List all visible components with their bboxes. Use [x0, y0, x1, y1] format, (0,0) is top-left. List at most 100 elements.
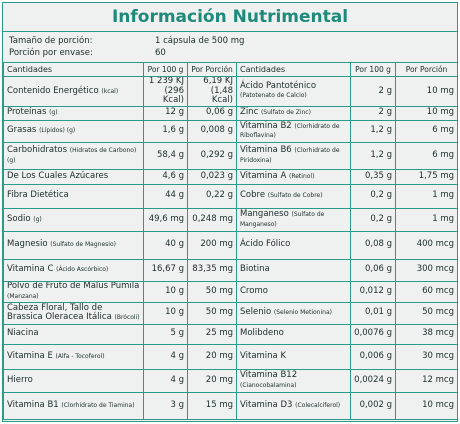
- serving-info: Tamaño de porción: 1 cápsula de 500 mg Por…: [3, 32, 457, 62]
- serving-row: Porción por envase: 60: [9, 47, 457, 59]
- nutrient-note: (Patotenato de Calcio): [240, 92, 307, 100]
- nutrient-name: Fibra Dietética: [7, 190, 69, 201]
- serving-row: Tamaño de porción: 1 cápsula de 500 mg: [9, 35, 457, 47]
- nutrient-note: (Clorhidrato de Riboflavina): [240, 122, 340, 140]
- nutrient-name: Polvo de Fruto de Malus Pumila: [7, 281, 140, 291]
- per-serving: 200 mg: [187, 230, 237, 260]
- per-100g: 58,4 g: [143, 141, 188, 170]
- per-100g: 0,06 g: [350, 258, 396, 282]
- per-serving: 50 mcg: [395, 301, 458, 325]
- serving-label: Porción por envase:: [9, 48, 93, 58]
- nutrient-cell: Magnesio (Sulfato de Magnesio): [3, 230, 144, 260]
- column-header: Por Porción: [395, 62, 458, 77]
- nutrient-name: Ácido Pantoténico: [240, 80, 317, 91]
- serving-value: 60: [155, 48, 166, 58]
- nutrient-cell: Ácido Fólico: [236, 230, 351, 260]
- per-100g: 0,002 g: [350, 391, 396, 420]
- column-header: Por Porción: [187, 62, 237, 77]
- per-serving: 10 mg: [395, 105, 458, 121]
- per-serving: 10 mcg: [395, 391, 458, 420]
- nutrient-name: Magnesio: [7, 239, 48, 250]
- per-100g: 49,6 mg: [143, 207, 188, 232]
- per-100g: 0,2 g: [350, 207, 396, 232]
- per-100g: 10 g: [143, 280, 188, 303]
- nutrient-name: Ácido Fólico: [240, 239, 291, 250]
- header-row: Cantidades Por 100 g Por Porción Cantidades…: [3, 62, 458, 77]
- per-serving: 0,292 g: [187, 141, 237, 170]
- nutrient-name: Proteínas: [7, 107, 47, 118]
- per-serving: 60 mcg: [395, 280, 458, 303]
- per-100g: 4 g: [143, 343, 188, 370]
- table-row: Polvo de Fruto de Malus Pumila (Manzana)…: [3, 280, 458, 303]
- nutrient-name: Vitamina E: [7, 350, 53, 361]
- table-row: Carbohidratos (Hidratos de Carbono) (g) 5…: [3, 141, 458, 170]
- nutrient-note: (kcal): [101, 87, 119, 95]
- nutrient-note: (Brócoli): [114, 314, 140, 321]
- nutrient-cell: Vitamina C (Ácido Ascórbico): [3, 258, 144, 282]
- table-row: Hierro 4 g 20 mg Vitamina B12 (Cianocobalam…: [3, 368, 458, 393]
- nutrient-cell: Carbohidratos (Hidratos de Carbono) (g): [3, 141, 144, 170]
- per-100g: 0,0076 g: [350, 323, 396, 345]
- nutrient-note: (g): [49, 109, 58, 117]
- per-serving: 6,19 KJ (1,48 Kcal): [187, 76, 237, 107]
- per-100g: 1,2 g: [350, 119, 396, 143]
- nutrition-table: Cantidades Por 100 g Por Porción Cantidades…: [3, 62, 458, 420]
- nutrient-cell: Vitamina B6 (Clorhidrato de Piridoxina): [236, 141, 351, 170]
- per-100g: 12 g: [143, 105, 188, 121]
- column-header: Cantidades: [3, 62, 144, 77]
- per-100g: 0,35 g: [350, 168, 396, 185]
- per-serving: 1 mg: [395, 207, 458, 232]
- serving-label: Tamaño de porción:: [9, 36, 93, 46]
- nutrient-cell: Vitamina A (Retinol): [236, 168, 351, 185]
- nutrient-cell: Cromo: [236, 280, 351, 303]
- nutrient-name: Cromo: [240, 285, 268, 296]
- per-serving: 15 mg: [187, 391, 237, 420]
- nutrient-note: (Sulfato de Cobre): [267, 192, 323, 200]
- per-100g: 0,012 g: [350, 280, 396, 303]
- nutrient-name: Vitamina B6: [240, 145, 292, 155]
- nutrient-cell: Niacina: [3, 323, 144, 345]
- table-row: Magnesio (Sulfato de Magnesio) 40 g 200 mg…: [3, 230, 458, 260]
- per-100g: 16,67 g: [143, 258, 188, 282]
- nutrient-note: (Colecalciferol): [295, 401, 341, 409]
- per-serving: 1,75 mg: [395, 168, 458, 185]
- per-100g: 0,0024 g: [350, 368, 396, 393]
- nutrient-cell: Vitamina B12 (Cianocobalamina): [236, 368, 351, 393]
- per-100g: 0,08 g: [350, 230, 396, 260]
- nutrient-note: (Sulfato de Manganeso): [240, 211, 325, 228]
- nutrient-note: (Manzana): [7, 292, 39, 300]
- table-row: De Los Cuales Azúcares 4,6 g 0,023 g Vitami…: [3, 168, 458, 185]
- nutrient-note: (Lípidos) (g): [39, 127, 76, 135]
- nutrient-name: Hierro: [7, 374, 33, 385]
- table-row: Cabeza Floral, Tallo de Brassica Olerace…: [3, 301, 458, 325]
- nutrient-cell: Vitamina K: [236, 343, 351, 370]
- per-serving: 50 mg: [187, 301, 237, 325]
- per-serving: 38 mcg: [395, 323, 458, 345]
- nutrient-name: Cobre: [240, 190, 266, 201]
- nutrient-cell: Fibra Dietética: [3, 183, 144, 209]
- nutrient-cell: Vitamina B1 (Clorhidrato de Tiamina): [3, 391, 144, 420]
- nutrient-cell: Polvo de Fruto de Malus Pumila (Manzana): [3, 280, 144, 303]
- nutrient-note: (Sulfato de Magnesio): [50, 241, 116, 249]
- nutrient-note: (Cianocobalamina): [240, 381, 297, 389]
- nutrient-cell: Hierro: [3, 368, 144, 393]
- table-row: Vitamina E (Alfa - Tocoferol) 4 g 20 mg Vit…: [3, 343, 458, 370]
- table-row: Fibra Dietética 44 g 0,22 g Cobre (Sulfato …: [3, 183, 458, 209]
- nutrient-cell: Contenido Energético (kcal): [3, 76, 144, 107]
- per-serving: 400 mcg: [395, 230, 458, 260]
- title: Información Nutrimental: [3, 3, 457, 32]
- nutrient-cell: Molibdeno: [236, 323, 351, 345]
- per-100g: 4 g: [143, 368, 188, 393]
- per-100g: 3 g: [143, 391, 188, 420]
- per-100g: 2 g: [350, 105, 396, 121]
- nutrient-name: Vitamina K: [240, 350, 287, 361]
- per-serving: 0,023 g: [187, 168, 237, 185]
- per-100g: 10 g: [143, 301, 188, 325]
- nutrient-cell: Sodio (g): [3, 207, 144, 232]
- nutrient-cell: Proteínas (g): [3, 105, 144, 121]
- nutrient-note: (Alfa - Tocoferol): [55, 352, 105, 360]
- nutrient-note: (Sulfato de Zinc): [260, 109, 311, 117]
- per-100g: 5 g: [143, 323, 188, 345]
- per-serving: 6 mg: [395, 141, 458, 170]
